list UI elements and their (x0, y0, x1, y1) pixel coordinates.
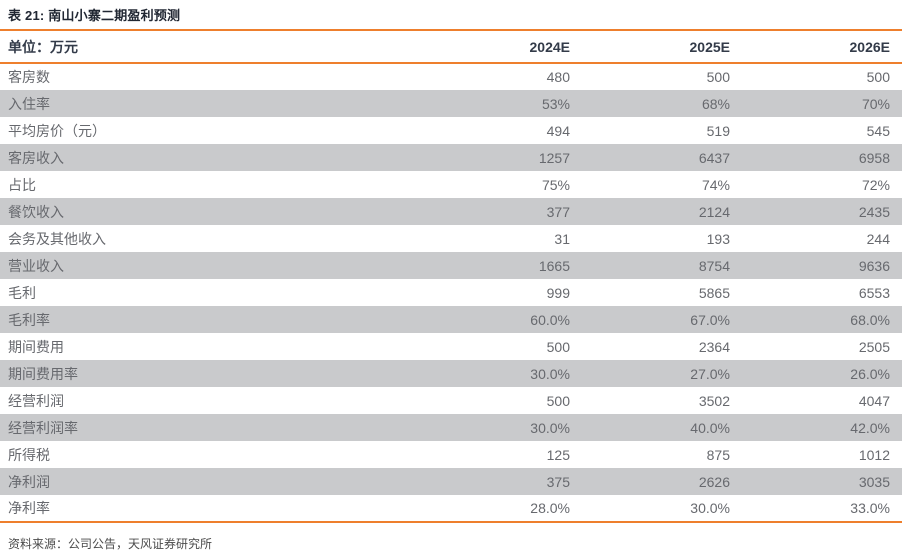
row-value: 4047 (858, 392, 890, 409)
table-row: 所得税 125 875 1012 (0, 441, 902, 468)
row-value: 30.0% (530, 419, 570, 436)
table-row: 会务及其他收入 31 193 244 (0, 225, 902, 252)
row-value: 6958 (858, 149, 890, 166)
row-value: 42.0% (850, 419, 890, 436)
row-label: 毛利率 (8, 311, 50, 328)
table-row: 客房数 480 500 500 (0, 63, 902, 90)
row-label: 客房数 (8, 69, 50, 85)
row-label: 净利率 (8, 500, 50, 516)
table-row: 毛利 999 5865 6553 (0, 279, 902, 306)
row-value: 500 (706, 69, 730, 85)
row-value: 519 (706, 122, 730, 139)
row-value: 2505 (858, 338, 890, 355)
column-header-2026e: 2026E (742, 31, 902, 64)
row-value: 244 (866, 230, 890, 247)
table-row: 经营利润 500 3502 4047 (0, 387, 902, 414)
row-label: 会务及其他收入 (8, 230, 106, 247)
table-row: 经营利润率 30.0% 40.0% 42.0% (0, 414, 902, 441)
row-label: 净利润 (8, 473, 50, 490)
row-label: 入住率 (8, 95, 50, 112)
row-label: 营业收入 (8, 257, 64, 274)
profit-forecast-table: 单位：万元 2024E 2025E 2026E 客房数 480 500 500 … (0, 31, 902, 523)
row-value: 74% (701, 176, 730, 193)
table-body: 客房数 480 500 500 入住率 53% 68% 70% 平均房价（元） … (0, 63, 902, 522)
row-value: 8754 (698, 257, 730, 274)
row-value: 3035 (858, 473, 890, 490)
table-title: 表 21: 南山小寨二期盈利预测 (0, 0, 902, 31)
table-row: 平均房价（元） 494 519 545 (0, 117, 902, 144)
row-label: 期间费用率 (8, 365, 78, 382)
row-value: 75% (541, 176, 570, 193)
row-value: 28.0% (530, 500, 570, 516)
row-value: 480 (546, 69, 570, 85)
table-row: 营业收入 1665 8754 9636 (0, 252, 902, 279)
row-label: 平均房价（元） (8, 122, 106, 139)
row-value: 6553 (858, 284, 890, 301)
row-value: 60.0% (530, 311, 570, 328)
column-header-2024e: 2024E (422, 31, 582, 64)
row-value: 375 (546, 473, 570, 490)
row-value: 9636 (858, 257, 890, 274)
row-value: 53% (541, 95, 570, 112)
row-value: 33.0% (850, 500, 890, 516)
row-value: 2435 (858, 203, 890, 220)
row-value: 2364 (698, 338, 730, 355)
row-value: 67.0% (690, 311, 730, 328)
row-value: 545 (866, 122, 890, 139)
table-row: 入住率 53% 68% 70% (0, 90, 902, 117)
row-value: 40.0% (690, 419, 730, 436)
row-value: 26.0% (850, 365, 890, 382)
column-header-2025e: 2025E (582, 31, 742, 64)
row-value: 500 (866, 69, 890, 85)
row-value: 875 (706, 446, 730, 463)
table-row: 占比 75% 74% 72% (0, 171, 902, 198)
row-label: 客房收入 (8, 149, 64, 166)
row-value: 31 (554, 230, 570, 247)
row-label: 所得税 (8, 446, 50, 463)
row-label: 经营利润 (8, 392, 64, 409)
source-note: 资料来源：公司公告，天风证券研究所 (8, 537, 213, 551)
unit-label: 单位：万元 (0, 31, 422, 64)
row-value: 2124 (698, 203, 730, 220)
row-value: 68% (701, 95, 730, 112)
table-row: 餐饮收入 377 2124 2435 (0, 198, 902, 225)
row-value: 70% (861, 95, 890, 112)
row-value: 68.0% (850, 311, 890, 328)
table-row: 毛利率 60.0% 67.0% 68.0% (0, 306, 902, 333)
table-row: 净利率 28.0% 30.0% 33.0% (0, 495, 902, 522)
row-value: 2626 (698, 473, 730, 490)
row-value: 30.0% (690, 500, 730, 516)
row-value: 500 (546, 338, 570, 355)
table-row: 期间费用率 30.0% 27.0% 26.0% (0, 360, 902, 387)
row-label: 经营利润率 (8, 419, 78, 436)
table-header-row: 单位：万元 2024E 2025E 2026E (0, 31, 902, 64)
row-value: 72% (861, 176, 890, 193)
row-value: 3502 (698, 392, 730, 409)
row-value: 377 (546, 203, 570, 220)
row-label: 期间费用 (8, 338, 64, 355)
table-row: 客房收入 1257 6437 6958 (0, 144, 902, 171)
row-value: 1257 (538, 149, 570, 166)
row-value: 494 (546, 122, 570, 139)
row-value: 125 (546, 446, 570, 463)
table-row: 净利润 375 2626 3035 (0, 468, 902, 495)
row-label: 餐饮收入 (8, 203, 64, 220)
row-value: 1012 (858, 446, 890, 463)
row-value: 193 (706, 230, 730, 247)
row-label: 占比 (8, 176, 36, 193)
row-value: 1665 (538, 257, 570, 274)
row-value: 30.0% (530, 365, 570, 382)
row-value: 999 (546, 284, 570, 301)
row-value: 6437 (698, 149, 730, 166)
row-value: 5865 (698, 284, 730, 301)
row-label: 毛利 (8, 284, 36, 301)
row-value: 27.0% (690, 365, 730, 382)
row-value: 500 (546, 392, 570, 409)
table-row: 期间费用 500 2364 2505 (0, 333, 902, 360)
